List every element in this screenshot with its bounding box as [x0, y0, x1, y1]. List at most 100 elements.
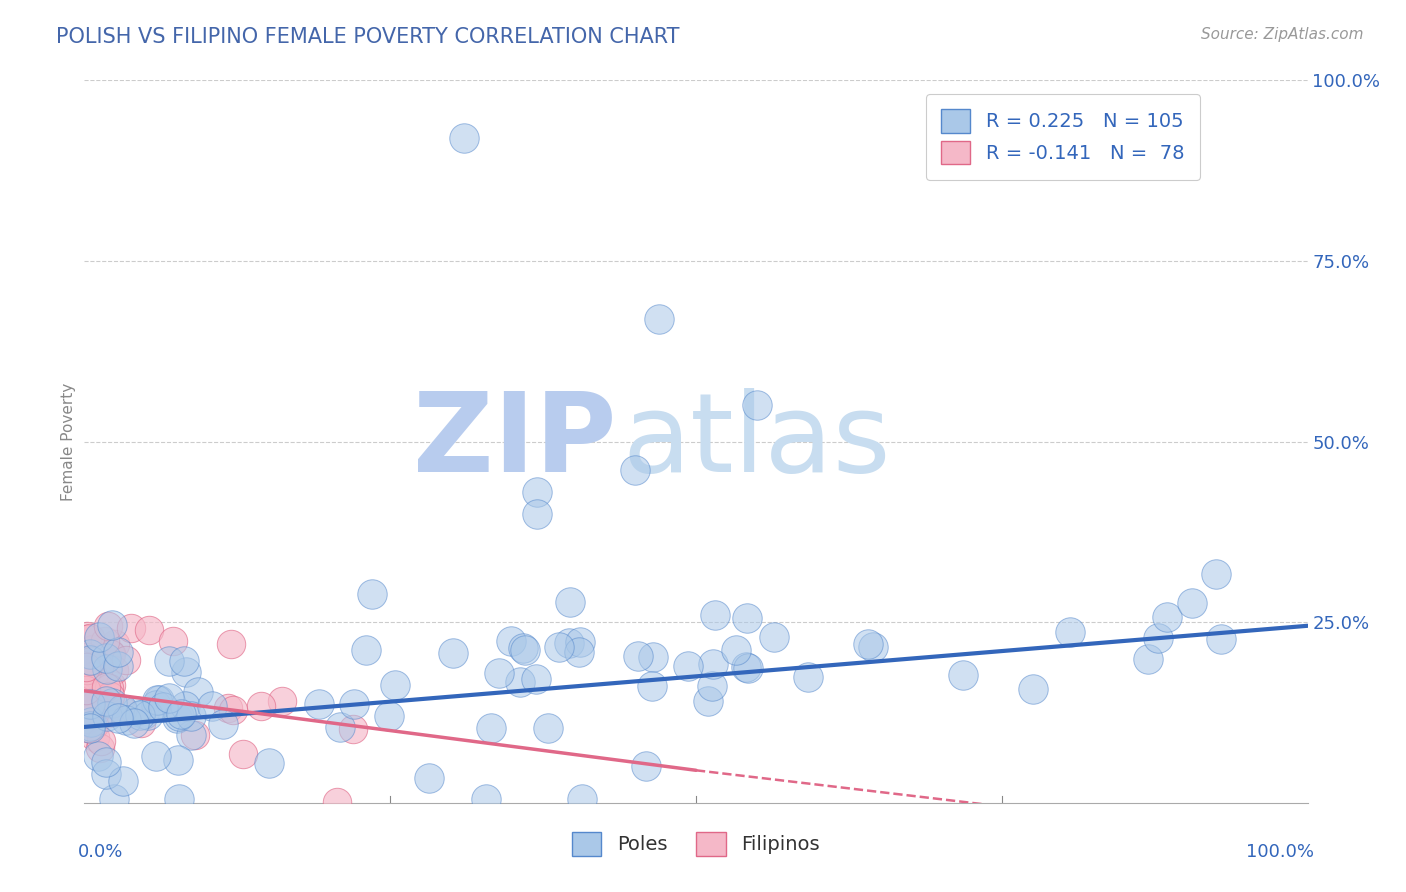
- Point: [201, 698, 224, 713]
- Point: [100, 677, 122, 691]
- Point: [1211, 632, 1233, 647]
- Point: [176, 665, 198, 679]
- Point: [100, 647, 122, 661]
- Point: [558, 594, 581, 608]
- Point: [166, 711, 188, 725]
- Point: [75, 693, 97, 707]
- Point: [702, 657, 724, 672]
- Point: [76, 712, 98, 726]
- Point: [250, 698, 273, 713]
- Point: [79, 653, 101, 667]
- Point: [84, 680, 107, 694]
- Point: [136, 707, 159, 722]
- Point: [173, 653, 195, 667]
- Point: [107, 659, 129, 673]
- Point: [80, 715, 103, 730]
- Point: [98, 647, 121, 661]
- Point: [98, 690, 121, 704]
- Point: [257, 756, 280, 770]
- Point: [636, 759, 658, 773]
- Point: [87, 708, 110, 723]
- Point: [89, 740, 111, 755]
- Point: [704, 608, 727, 623]
- Point: [86, 683, 108, 698]
- Point: [696, 694, 718, 708]
- Point: [678, 659, 700, 673]
- Point: [641, 649, 664, 664]
- Point: [512, 640, 534, 655]
- Point: [79, 721, 101, 735]
- Point: [111, 701, 134, 715]
- Point: [184, 728, 207, 742]
- Point: [221, 703, 243, 717]
- Point: [187, 685, 209, 699]
- Point: [453, 131, 475, 145]
- Point: [75, 682, 97, 697]
- Point: [82, 680, 104, 694]
- Point: [737, 661, 759, 675]
- Point: [537, 721, 560, 735]
- Point: [1147, 632, 1170, 646]
- Point: [77, 697, 100, 711]
- Point: [76, 673, 98, 687]
- Point: [86, 667, 108, 681]
- Point: [624, 463, 647, 477]
- Point: [145, 698, 167, 712]
- Point: [75, 680, 97, 694]
- Point: [79, 701, 101, 715]
- Point: [509, 675, 531, 690]
- Point: [76, 698, 98, 713]
- Point: [167, 792, 190, 806]
- Point: [157, 655, 180, 669]
- Point: [75, 685, 97, 699]
- Point: [747, 398, 769, 412]
- Point: [513, 643, 536, 657]
- Point: [557, 636, 579, 650]
- Point: [79, 654, 101, 668]
- Point: [329, 721, 352, 735]
- Point: [96, 662, 118, 676]
- Point: [94, 694, 117, 708]
- Point: [75, 649, 97, 664]
- Point: [700, 679, 723, 693]
- Point: [115, 713, 138, 727]
- Point: [86, 659, 108, 673]
- Point: [134, 707, 156, 722]
- Point: [343, 697, 366, 711]
- Point: [441, 646, 464, 660]
- Point: [1022, 682, 1045, 697]
- Point: [103, 663, 125, 677]
- Point: [167, 753, 190, 767]
- Point: [97, 681, 120, 696]
- Text: POLISH VS FILIPINO FEMALE POVERTY CORRELATION CHART: POLISH VS FILIPINO FEMALE POVERTY CORREL…: [56, 27, 679, 46]
- Point: [80, 663, 103, 677]
- Point: [84, 730, 107, 744]
- Point: [97, 619, 120, 633]
- Point: [83, 718, 105, 732]
- Point: [128, 707, 150, 722]
- Point: [75, 690, 97, 705]
- Point: [75, 652, 97, 666]
- Point: [107, 711, 129, 725]
- Point: [79, 697, 101, 711]
- Point: [325, 795, 347, 809]
- Point: [124, 715, 146, 730]
- Point: [219, 637, 242, 651]
- Point: [75, 654, 97, 668]
- Point: [79, 647, 101, 661]
- Point: [76, 648, 98, 662]
- Point: [862, 640, 884, 655]
- Point: [725, 643, 748, 657]
- Point: [101, 618, 124, 632]
- Point: [79, 631, 101, 645]
- Point: [84, 666, 107, 681]
- Point: [79, 719, 101, 733]
- Point: [148, 693, 170, 707]
- Point: [180, 728, 202, 742]
- Point: [569, 635, 592, 649]
- Point: [157, 690, 180, 705]
- Point: [735, 611, 758, 625]
- Point: [82, 669, 104, 683]
- Text: 0.0%: 0.0%: [79, 843, 124, 861]
- Point: [75, 679, 97, 693]
